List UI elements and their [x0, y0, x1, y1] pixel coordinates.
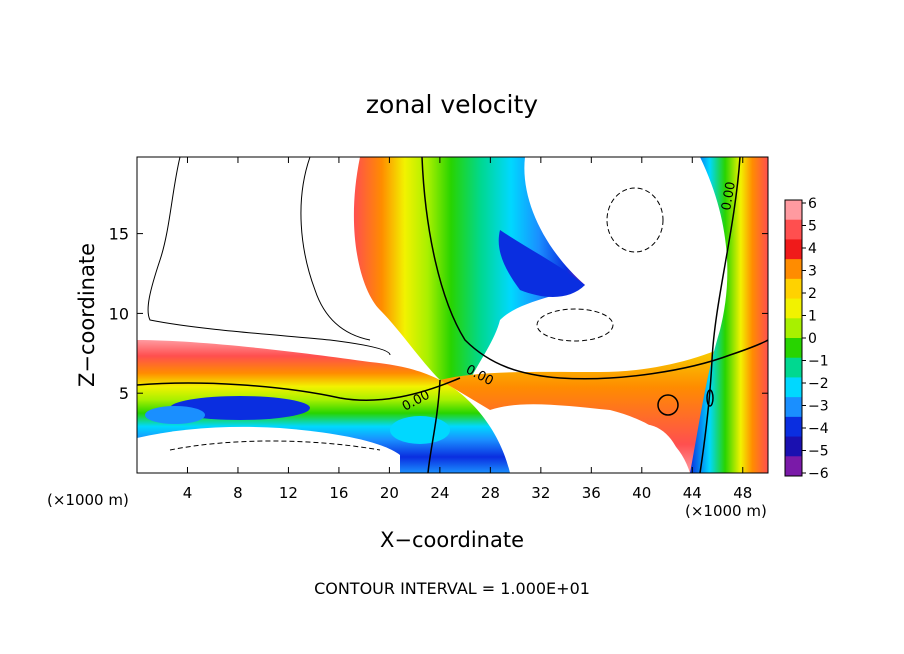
heatmap-field: [137, 157, 768, 473]
colorbar-swatch: [785, 278, 802, 300]
colorbar-swatch: [785, 298, 802, 319]
colorbar-label: −3: [808, 399, 829, 415]
y-axis-label: Z−coordinate: [75, 243, 99, 387]
colorbar-label: −1: [808, 354, 829, 370]
colorbar-swatch: [785, 397, 802, 418]
x-tick-label: 4: [183, 484, 193, 502]
chart-title: zonal velocity: [366, 90, 538, 119]
colorbar-swatch: [785, 219, 802, 240]
y-tick-label: 5: [119, 384, 129, 403]
colorbar-swatch: [785, 377, 802, 398]
y-tick-label: 15: [109, 225, 129, 244]
colorbar-label: 2: [808, 286, 817, 302]
colorbar-label: −2: [808, 376, 829, 392]
x-axis: 4 8 12 16 20 24 28 32 36 40 44 48: [183, 157, 752, 502]
x-axis-label: X−coordinate: [380, 528, 524, 552]
x-tick-label: 24: [430, 484, 449, 502]
x-tick-label: 48: [733, 484, 752, 502]
colorbar-label: 1: [808, 309, 817, 325]
colorbar-swatch: [785, 436, 802, 457]
x-tick-label: 44: [683, 484, 702, 502]
colorbar-label: 6: [808, 196, 817, 212]
y-tick-label: 10: [109, 304, 129, 323]
contour-interval-footer: CONTOUR INTERVAL = 1.000E+01: [314, 579, 590, 598]
colorbar-swatch: [785, 357, 802, 378]
colorbar-swatch: [785, 338, 802, 359]
x-tick-label: 12: [279, 484, 298, 502]
contour-label-3: 0.00: [719, 181, 739, 212]
x-tick-label: 16: [329, 484, 348, 502]
x-tick-label: 40: [632, 484, 651, 502]
colorbar-label: −4: [808, 421, 829, 437]
colorbar-label: 3: [808, 264, 817, 280]
colorbar-label: −6: [808, 466, 829, 482]
x-unit-right: (×1000 m): [685, 502, 767, 520]
y-axis: 5 10 15: [109, 225, 768, 403]
x-unit-left: (×1000 m): [47, 491, 129, 509]
colorbar-label: 5: [808, 219, 817, 235]
colorbar-swatch: [785, 239, 802, 260]
colorbar-label: −5: [808, 444, 829, 460]
x-tick-label: 8: [233, 484, 243, 502]
colorbar-swatch: [785, 416, 802, 438]
colorbar-swatch: [785, 200, 802, 221]
colorbar: 6 5 4 3 2 1 0 −1 −2 −3 −4 −5 −6: [784, 196, 829, 482]
x-tick-label: 32: [531, 484, 550, 502]
x-tick-label: 28: [481, 484, 500, 502]
colorbar-swatch: [785, 259, 802, 280]
colorbar-label: 0: [808, 331, 817, 347]
x-tick-label: 20: [380, 484, 399, 502]
colorbar-swatch: [785, 456, 802, 477]
x-tick-label: 36: [582, 484, 601, 502]
colorbar-swatch: [785, 318, 802, 339]
plot-frame: [136, 156, 769, 474]
colorbar-label: 4: [808, 241, 817, 257]
